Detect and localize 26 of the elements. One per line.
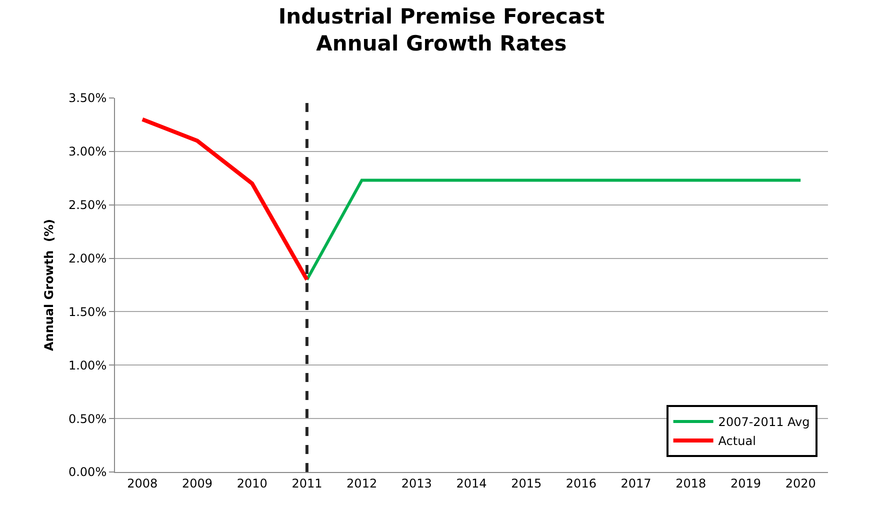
y-tick-label: 2.00% [68,251,107,266]
x-tick-label: 2016 [566,476,596,490]
x-tick-label: 2014 [456,476,487,490]
y-axis-title: Annual Growth (%) [42,218,56,352]
y-tick-label: 2.50% [68,198,107,212]
y-tick-label: 0.50% [68,412,107,426]
x-tick-label: 2011 [292,476,322,490]
y-tick-label: 0.00% [68,465,107,480]
x-tick-label: 2012 [346,476,378,490]
x-tick-label: 2013 [401,476,432,490]
y-tick-label: 1.00% [68,358,107,372]
x-tick-label: 2018 [676,476,706,490]
x-tick-label: 2008 [127,476,158,490]
legend-label: 2007-2011 Avg [718,415,810,430]
x-tick-label: 2017 [620,476,652,490]
x-tick-label: 2019 [730,476,762,490]
x-tick-label: 2009 [182,476,213,490]
line-series [140,117,309,282]
y-tick-label: 3.00% [68,144,107,159]
legend-label: Actual [718,434,756,448]
x-tick-label: 2015 [511,476,542,490]
y-tick-label: 3.50% [68,91,107,106]
chart-title: Industrial Premise Forecast Annual Growth Rates [278,4,605,56]
x-tick-label: 2020 [785,476,816,490]
x-tick-label: 2010 [236,476,268,490]
y-tick-label: 1.50% [68,304,107,319]
